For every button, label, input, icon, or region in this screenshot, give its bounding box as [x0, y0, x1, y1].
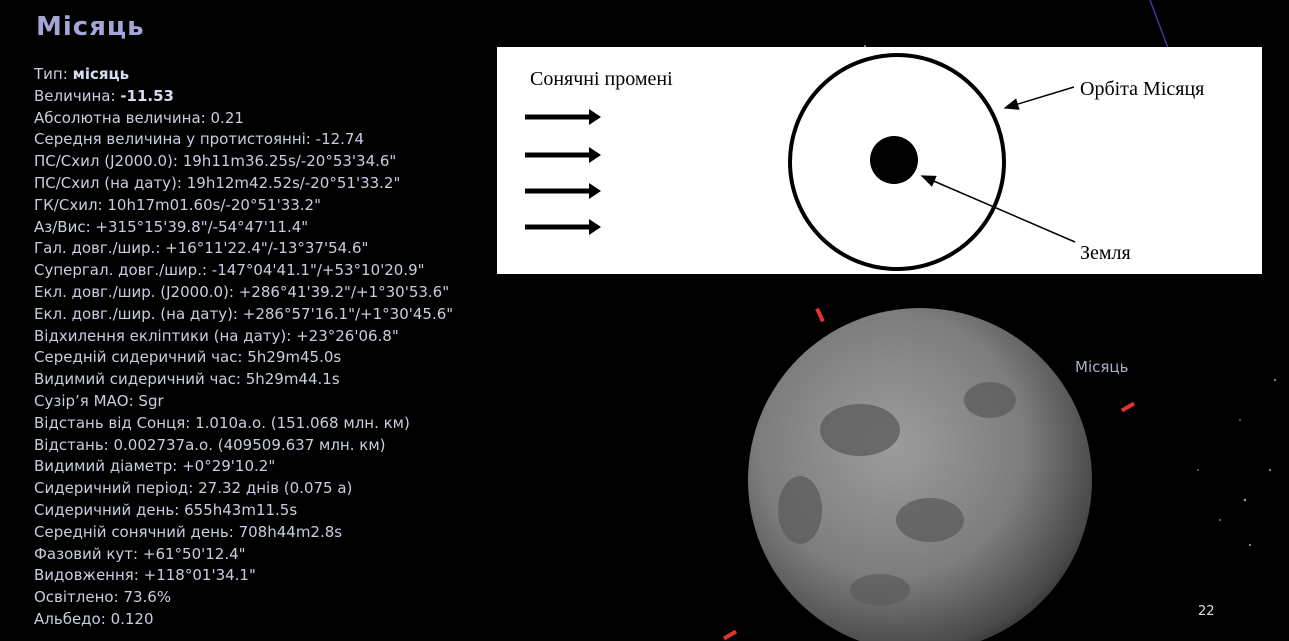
info-label: Величина: [34, 87, 116, 105]
info-label: Сидеричний період: [34, 479, 193, 497]
info-value: 708h44m2.8s [239, 523, 343, 541]
orbit-pointer [1005, 87, 1074, 108]
info-value: 73.6% [123, 588, 171, 606]
info-line: Аз/Вис: +315°15'39.8"/-54°47'11.4" [34, 217, 453, 239]
info-label: Відхилення екліптики (на дату): [34, 327, 291, 345]
info-value: +315°15'39.8"/-54°47'11.4" [95, 218, 308, 236]
info-line: Абсолютна величина: 0.21 [34, 108, 453, 130]
info-label: Абсолютна величина: [34, 109, 206, 127]
info-value: 5h29m44.1s [246, 370, 340, 388]
info-line: Відхилення екліптики (на дату): +23°26'0… [34, 326, 453, 348]
info-label: ГК/Схил: [34, 196, 103, 214]
info-value: 5h29m45.0s [247, 348, 341, 366]
info-label: Видимий сидеричний час: [34, 370, 241, 388]
info-value: 19h12m42.52s/-20°51'33.2" [187, 174, 401, 192]
info-value: +0°29'10.2" [182, 457, 275, 475]
info-line: Екл. довг./шир. (на дату): +286°57'16.1"… [34, 304, 453, 326]
info-line: Фазовий кут: +61°50'12.4" [34, 544, 453, 566]
info-value: -11.53 [120, 87, 174, 105]
info-value: +118°01'34.1" [144, 566, 256, 584]
info-line: ГК/Схил: 10h17m01.60s/-20°51'33.2" [34, 195, 453, 217]
info-label: Аз/Вис: [34, 218, 91, 236]
info-line: Видимий діаметр: +0°29'10.2" [34, 456, 453, 478]
info-value: -147°04'41.1"/+53°10'20.9" [212, 261, 425, 279]
info-label: Відстань від Сонця: [34, 414, 190, 432]
info-value: 27.32 днів (0.075 а) [198, 479, 352, 497]
sky-object-label: Місяць [1075, 358, 1128, 376]
info-line: Альбедо: 0.120 [34, 609, 453, 631]
info-line: Відстань від Сонця: 1.010а.о. (151.068 м… [34, 413, 453, 435]
info-label: Фазовий кут: [34, 545, 138, 563]
info-label: ПС/Схил (на дату): [34, 174, 182, 192]
info-label: Освітлено: [34, 588, 119, 606]
info-label: Екл. довг./шир. (на дату): [34, 305, 238, 323]
info-value: 0.120 [111, 610, 154, 628]
info-label: Середній сонячний день: [34, 523, 234, 541]
info-value: +286°57'16.1"/+1°30'45.6" [243, 305, 453, 323]
info-value: -12.74 [316, 130, 364, 148]
earth-label: Земля [1080, 242, 1131, 264]
moon [748, 308, 1092, 641]
info-line: Відстань: 0.002737а.о. (409509.637 млн. … [34, 435, 453, 457]
info-value: 19h11m36.25s/-20°53'34.6" [183, 152, 397, 170]
info-value: 10h17m01.60s/-20°51'33.2" [107, 196, 321, 214]
sun-rays [525, 109, 601, 235]
info-label: Середня величина у протистоянні: [34, 130, 311, 148]
info-value: 1.010а.о. (151.068 млн. км) [195, 414, 410, 432]
info-line: Супергал. довг./шир.: -147°04'41.1"/+53°… [34, 260, 453, 282]
earth-pointer [922, 176, 1075, 242]
info-value: +16°11'22.4"/-13°37'54.6" [165, 239, 368, 257]
info-line: Величина: -11.53 [34, 86, 453, 108]
info-line: Сидеричний день: 655h43m11.5s [34, 500, 453, 522]
orbit-label: Орбіта Місяця [1080, 78, 1204, 100]
info-label: Відстань: [34, 436, 109, 454]
page-number: 22 [1198, 604, 1215, 619]
info-label: ПС/Схил (J2000.0): [34, 152, 178, 170]
info-value: +286°41'39.2"/+1°30'53.6" [239, 283, 449, 301]
info-label: Сузір’я МАО: [34, 392, 134, 410]
info-value: Sgr [138, 392, 163, 410]
info-line: ПС/Схил (J2000.0): 19h11m36.25s/-20°53'3… [34, 151, 453, 173]
info-label: Гал. довг./шир.: [34, 239, 160, 257]
grid-arc [1150, 0, 1168, 48]
info-value: +23°26'06.8" [296, 327, 399, 345]
info-label: Видимий діаметр: [34, 457, 177, 475]
info-label: Сидеричний день: [34, 501, 179, 519]
earth [870, 136, 918, 184]
info-label: Альбедо: [34, 610, 106, 628]
info-value: 655h43m11.5s [184, 501, 297, 519]
info-label: Середній сидеричний час: [34, 348, 242, 366]
info-line: Освітлено: 73.6% [34, 587, 453, 609]
info-line: Видовження: +118°01'34.1" [34, 565, 453, 587]
info-line: ПС/Схил (на дату): 19h12m42.52s/-20°51'3… [34, 173, 453, 195]
sun-rays-label: Сонячні промені [530, 68, 673, 90]
info-value: +61°50'12.4" [143, 545, 246, 563]
info-label: Видовження: [34, 566, 139, 584]
info-line: Середня величина у протистоянні: -12.74 [34, 129, 453, 151]
info-value: місяць [73, 65, 130, 83]
screenshot: Місяць Тип: місяцьВеличина: -11.53Абсолю… [0, 0, 1289, 641]
info-line: Сидеричний період: 27.32 днів (0.075 а) [34, 478, 453, 500]
info-line: Середній сидеричний час: 5h29m45.0s [34, 347, 453, 369]
info-line: Сузір’я МАО: Sgr [34, 391, 453, 413]
object-title: Місяць [36, 12, 145, 42]
info-line: Гал. довг./шир.: +16°11'22.4"/-13°37'54.… [34, 238, 453, 260]
info-line: Середній сонячний день: 708h44m2.8s [34, 522, 453, 544]
info-value: 0.002737а.о. (409509.637 млн. км) [114, 436, 386, 454]
info-label: Екл. довг./шир. (J2000.0): [34, 283, 234, 301]
info-line: Видимий сидеричний час: 5h29m44.1s [34, 369, 453, 391]
info-line: Екл. довг./шир. (J2000.0): +286°41'39.2"… [34, 282, 453, 304]
info-line: Тип: місяць [34, 64, 453, 86]
diagram-canvas: Сонячні промені Орбіта Місяця Земля [497, 47, 1262, 274]
info-label: Тип: [34, 65, 68, 83]
info-label: Супергал. довг./шир.: [34, 261, 207, 279]
orbit-diagram: Сонячні промені Орбіта Місяця Земля [497, 47, 1262, 274]
info-value: 0.21 [211, 109, 244, 127]
